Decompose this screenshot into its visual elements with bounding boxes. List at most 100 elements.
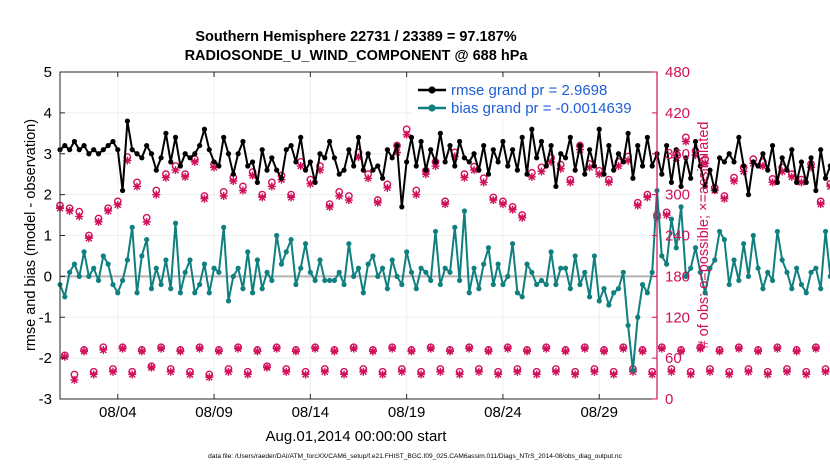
obs-assimilated-marker xyxy=(60,352,69,361)
obs-assimilated-marker xyxy=(133,182,142,191)
rmse-point xyxy=(163,130,169,136)
obs-assimilated-marker xyxy=(725,370,734,379)
rmse-point xyxy=(745,192,752,198)
bias-point xyxy=(803,290,809,296)
bias-point xyxy=(81,249,87,255)
rmse-point xyxy=(413,163,419,169)
rmse-point xyxy=(389,155,395,161)
legend-bias-marker xyxy=(428,104,436,112)
obs-assimilated-point xyxy=(75,212,84,221)
obs-assimilated-point xyxy=(792,347,801,356)
obs-assimilated-point xyxy=(152,190,161,199)
obs-assimilated-point xyxy=(657,344,666,353)
obs-assimilated-point xyxy=(547,157,556,166)
rmse-point xyxy=(375,163,381,169)
rmse-point xyxy=(115,147,121,153)
obs-assimilated-marker xyxy=(470,166,479,175)
obs-assimilated-marker xyxy=(84,234,93,243)
bias-point xyxy=(177,290,183,296)
rmse-point xyxy=(360,167,366,173)
obs-assimilated-marker xyxy=(778,167,787,176)
rmse-point xyxy=(683,155,689,161)
footnote: data file: /Users/raeder/DAI/ATM_forcXX/… xyxy=(208,453,622,460)
obs-assimilated-marker xyxy=(147,363,156,372)
obs-assimilated-point xyxy=(70,375,79,384)
obs-assimilated-marker xyxy=(792,347,801,356)
rmse-point xyxy=(148,151,155,157)
obs-assimilated-marker xyxy=(306,179,315,188)
obs-assimilated-point xyxy=(287,193,296,202)
bias-point xyxy=(216,269,222,275)
bias-point xyxy=(158,281,164,288)
rmse-point xyxy=(495,159,501,165)
obs-assimilated-marker xyxy=(705,367,714,376)
obs-assimilated-point xyxy=(782,367,791,376)
obs-assimilated-marker xyxy=(166,367,175,376)
rmse-point xyxy=(312,179,318,185)
obs-assimilated-point xyxy=(219,191,228,200)
obs-assimilated-point xyxy=(397,367,406,376)
bias-point xyxy=(370,253,376,259)
rmse-point xyxy=(240,138,246,145)
bias-point xyxy=(558,265,564,271)
bias-point xyxy=(235,265,241,271)
obs-assimilated-marker xyxy=(441,200,450,209)
obs-assimilated-point xyxy=(99,345,108,354)
obs-assimilated-marker xyxy=(181,172,190,181)
obs-assimilated-point xyxy=(436,367,445,376)
bias-point xyxy=(144,236,150,243)
rmse-point xyxy=(591,163,598,169)
obs-assimilated-marker xyxy=(648,370,657,379)
rmse-point xyxy=(245,163,251,169)
obs-assimilated-point xyxy=(758,162,767,171)
rmse-point xyxy=(731,159,737,165)
x-tick-label: 08/29 xyxy=(580,404,618,421)
bias-point xyxy=(168,286,174,292)
bias-point xyxy=(259,286,265,292)
bias-point xyxy=(736,277,742,284)
obs-assimilated-point xyxy=(455,370,464,379)
rmse-point xyxy=(769,142,776,149)
y-tick-label-left: -2 xyxy=(39,350,52,367)
obs-assimilated-marker xyxy=(176,347,185,356)
obs-assimilated-point xyxy=(417,370,426,379)
obs-assimilated-marker xyxy=(349,344,358,353)
rmse-point xyxy=(110,138,116,145)
obs-assimilated-marker xyxy=(301,370,310,379)
y-tick-label-right: 300 xyxy=(665,187,690,204)
x-tick-label: 08/19 xyxy=(388,404,426,421)
bias-point xyxy=(249,290,256,296)
rmse-point xyxy=(741,163,747,169)
obs-assimilated-marker xyxy=(128,370,137,379)
bias-point xyxy=(630,367,636,373)
obs-assimilated-marker xyxy=(263,363,272,372)
rmse-point xyxy=(192,151,198,157)
obs-assimilated-marker xyxy=(686,370,695,379)
bias-point xyxy=(818,286,824,292)
obs-assimilated-marker xyxy=(802,370,811,379)
obs-assimilated-marker xyxy=(518,213,527,222)
y-tick-label-right: 0 xyxy=(665,391,673,408)
obs-assimilated-marker xyxy=(590,367,599,376)
obs-assimilated-marker xyxy=(368,347,377,356)
obs-assimilated-point xyxy=(354,153,363,162)
bias-point xyxy=(586,294,593,300)
obs-assimilated-point xyxy=(113,200,122,209)
obs-assimilated-marker xyxy=(445,347,454,356)
rmse-point xyxy=(187,155,193,161)
bias-point xyxy=(615,286,622,292)
rmse-point xyxy=(664,142,670,149)
bias-point xyxy=(307,269,313,275)
rmse-point xyxy=(692,138,699,145)
obs-assimilated-marker xyxy=(190,157,199,166)
y-tick-label-left: 0 xyxy=(44,268,52,285)
bias-point xyxy=(688,265,694,271)
bias-point xyxy=(500,281,506,288)
bias-point xyxy=(379,265,386,271)
bias-point xyxy=(71,261,78,267)
obs-assimilated-point xyxy=(229,177,238,185)
obs-assimilated-marker xyxy=(75,212,84,221)
rmse-point xyxy=(803,179,809,185)
bias-point xyxy=(365,261,371,267)
obs-assimilated-marker xyxy=(754,347,763,356)
